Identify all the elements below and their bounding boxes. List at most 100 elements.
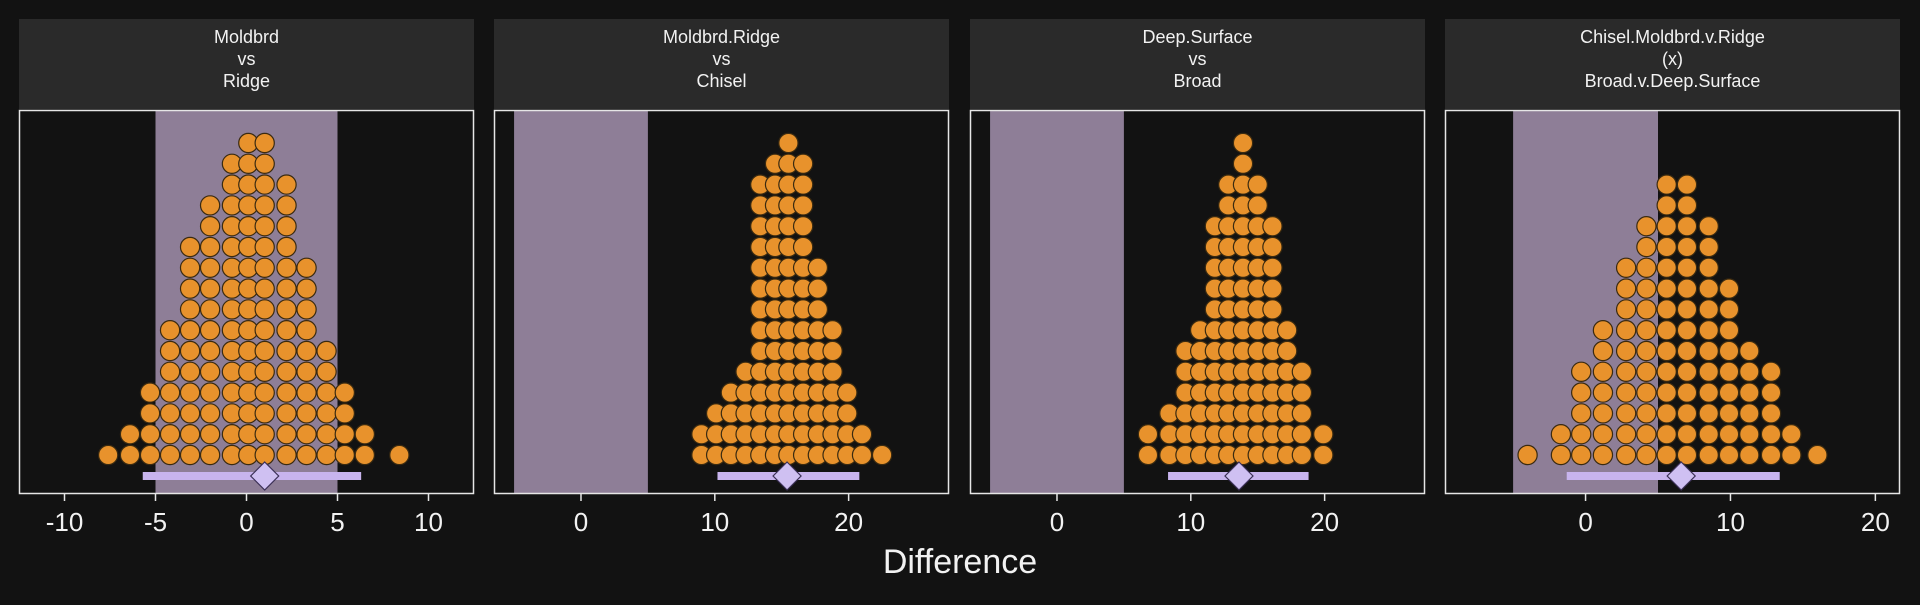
distribution-dot: [179, 361, 201, 382]
x-axis-tick-label: 10: [700, 507, 729, 537]
distribution-dot: [1718, 299, 1740, 320]
distribution-dot: [1698, 382, 1719, 403]
distribution-dot: [1781, 424, 1802, 445]
distribution-dot: [179, 299, 201, 320]
point-estimate-diamond: [772, 461, 802, 491]
distribution-dot: [296, 444, 317, 466]
distribution-dot: [254, 320, 275, 341]
distribution-dot: [871, 444, 893, 466]
distribution-dot: [1676, 424, 1698, 445]
distribution-dot: [276, 382, 297, 403]
distribution-dot: [1718, 361, 1740, 382]
distribution-dot: [1698, 320, 1719, 341]
distribution-dot: [1636, 215, 1657, 237]
distribution-dot: [254, 424, 275, 445]
distribution-dot: [822, 361, 843, 382]
distribution-dot: [159, 320, 181, 341]
distribution-dot: [1636, 444, 1657, 466]
distribution-dot: [316, 444, 337, 466]
distribution-dot: [1656, 195, 1677, 216]
distribution-dot: [1615, 320, 1637, 341]
distribution-dot: [807, 278, 829, 299]
facet-strip: [970, 19, 1425, 109]
distribution-dot: [1262, 257, 1283, 278]
distribution-dot: [179, 340, 201, 362]
distribution-dot: [1636, 257, 1657, 278]
distribution-dot: [1676, 278, 1698, 299]
distribution-dot: [1571, 444, 1592, 466]
panel-plot-area: [494, 110, 949, 494]
distribution-dot: [159, 340, 181, 362]
distribution-dot: [1718, 444, 1740, 466]
distribution-dot: [254, 215, 275, 237]
x-axis-tick-label: 10: [1716, 507, 1745, 537]
distribution-dot: [1592, 320, 1614, 341]
distribution-dot: [159, 424, 181, 445]
facet-strip-label: Chisel: [696, 71, 746, 91]
distribution-dot: [179, 320, 201, 341]
distribution-dot: [254, 361, 275, 382]
facet-strip-label: Deep.Surface: [1142, 27, 1252, 47]
distribution-dot: [199, 320, 221, 341]
distribution-dot: [1698, 340, 1719, 362]
facet-strip: [494, 19, 949, 109]
distribution-dot: [1636, 236, 1657, 258]
distribution-dot: [254, 174, 275, 195]
facet-strip-label: vs: [238, 49, 256, 69]
distribution-dot: [1739, 424, 1760, 445]
distribution-dot: [1615, 382, 1637, 403]
facet-strip-label: vs: [713, 49, 731, 69]
distribution-dot: [179, 444, 201, 466]
distribution-dot: [199, 215, 221, 237]
distribution-dot: [254, 153, 275, 174]
distribution-dot: [1718, 424, 1740, 445]
facet-panel: Chisel.Moldbrd.v.Ridge(x)Broad.v.Deep.Su…: [1444, 19, 1901, 537]
distribution-dot: [822, 340, 843, 362]
distribution-dot: [1760, 382, 1782, 403]
distribution-dot: [1636, 320, 1657, 341]
distribution-dot: [1760, 424, 1782, 445]
distribution-dot: [1676, 236, 1698, 258]
distribution-dot: [276, 299, 297, 320]
panel-border: [18, 109, 475, 495]
distribution-dot: [1656, 382, 1677, 403]
distribution-dot: [296, 361, 317, 382]
distribution-dot: [1739, 361, 1760, 382]
distribution-dot: [822, 320, 843, 341]
distribution-dot: [276, 444, 297, 466]
distribution-dot: [1636, 403, 1657, 424]
distribution-dot: [296, 382, 317, 403]
distribution-dot: [1656, 299, 1677, 320]
distribution-dot: [139, 424, 161, 445]
distribution-dot: [1636, 340, 1657, 362]
distribution-dot: [1232, 153, 1254, 174]
distribution-dot: [1571, 361, 1592, 382]
distribution-dot: [179, 278, 201, 299]
distribution-dot: [254, 257, 275, 278]
distribution-dot: [1676, 361, 1698, 382]
distribution-dot: [1781, 444, 1802, 466]
distribution-dot: [1615, 257, 1637, 278]
x-axis-tick-label: 20: [834, 507, 863, 537]
distribution-dot: [807, 299, 829, 320]
distribution-dot: [1656, 278, 1677, 299]
panel-border: [969, 109, 1426, 495]
distribution-dot: [199, 424, 221, 445]
distribution-dot: [316, 382, 337, 403]
distribution-dot: [1592, 444, 1614, 466]
distribution-dot: [179, 257, 201, 278]
distribution-dot: [1698, 278, 1719, 299]
distribution-dot: [354, 424, 375, 445]
x-axis-tick-label: 0: [239, 507, 253, 537]
distribution-dot: [1656, 403, 1677, 424]
distribution-dot: [334, 424, 355, 445]
distribution-dot: [199, 444, 221, 466]
distribution-dot: [1739, 340, 1760, 362]
distribution-dot: [1137, 444, 1159, 466]
distribution-dot: [1571, 424, 1592, 445]
distribution-dot: [1517, 444, 1538, 466]
distribution-dot: [179, 382, 201, 403]
